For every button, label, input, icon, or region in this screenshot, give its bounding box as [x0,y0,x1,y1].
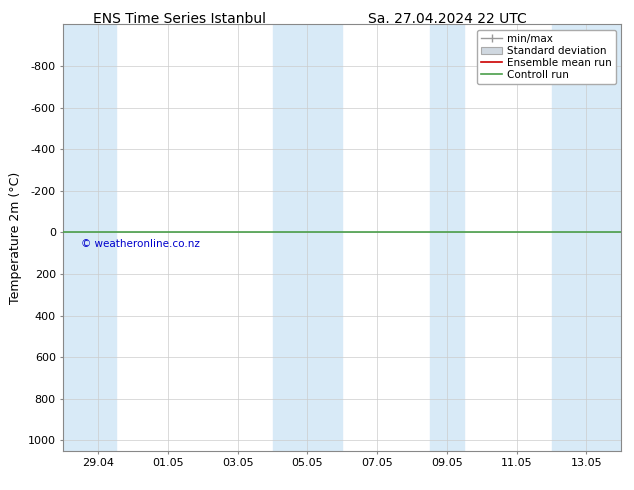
Bar [429,24,464,451]
Bar [552,24,621,451]
Text: © weatheronline.co.nz: © weatheronline.co.nz [81,239,200,249]
Bar [273,24,342,451]
Legend: min/max, Standard deviation, Ensemble mean run, Controll run: min/max, Standard deviation, Ensemble me… [477,30,616,84]
Bar [63,24,115,451]
Text: ENS Time Series Istanbul: ENS Time Series Istanbul [93,12,266,26]
Y-axis label: Temperature 2m (°C): Temperature 2m (°C) [10,172,22,304]
Text: Sa. 27.04.2024 22 UTC: Sa. 27.04.2024 22 UTC [368,12,526,26]
